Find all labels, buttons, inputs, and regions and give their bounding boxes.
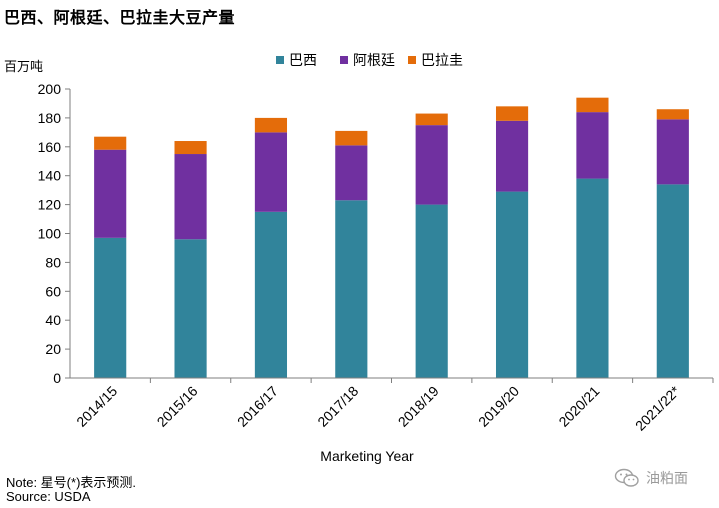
x-axis-label: Marketing Year bbox=[320, 448, 414, 464]
bar-segment bbox=[94, 237, 127, 378]
y-tick-label: 0 bbox=[53, 370, 61, 386]
x-tick-label: 2021/22* bbox=[632, 382, 683, 433]
y-tick-label: 120 bbox=[38, 197, 62, 213]
bar-segment bbox=[495, 191, 529, 378]
x-axis: 2014/15 2015/16 2016/17 2017/18 2018/19 2019/… bbox=[70, 377, 714, 434]
footnote: Note: 星号(*)表示预测. bbox=[6, 475, 137, 490]
bar-segment bbox=[335, 145, 368, 201]
bar-segment bbox=[335, 130, 368, 146]
bar-segment bbox=[254, 132, 288, 212]
bar-segment bbox=[495, 106, 529, 121]
legend-label: 巴西 bbox=[289, 53, 317, 69]
bars bbox=[94, 97, 689, 378]
legend-label: 阿根廷 bbox=[353, 53, 395, 69]
watermark-text: 油粕面 bbox=[646, 471, 688, 487]
bar-segment bbox=[174, 154, 207, 240]
bar-segment bbox=[174, 141, 207, 155]
y-tick-label: 140 bbox=[38, 168, 62, 184]
legend-swatch bbox=[340, 56, 348, 64]
chart-title: 巴西、阿根廷、巴拉圭大豆产量 bbox=[4, 8, 236, 27]
bar-segment bbox=[415, 125, 448, 205]
x-tick-label: 2019/20 bbox=[475, 383, 522, 430]
y-tick-label: 100 bbox=[38, 226, 62, 242]
legend-swatch bbox=[276, 56, 284, 64]
x-tick-label: 2020/21 bbox=[555, 383, 602, 430]
y-axis-label: 百万吨 bbox=[4, 60, 44, 75]
y-tick-label: 60 bbox=[45, 283, 61, 299]
y-tick-label: 200 bbox=[38, 81, 62, 97]
bar-segment bbox=[254, 117, 288, 133]
legend-swatch bbox=[408, 56, 416, 64]
bar-segment bbox=[94, 149, 127, 238]
bar-segment bbox=[254, 211, 288, 378]
y-tick-label: 80 bbox=[45, 254, 61, 270]
bar-segment bbox=[495, 120, 529, 192]
x-tick-label: 2017/18 bbox=[314, 383, 361, 430]
bar-segment bbox=[94, 136, 127, 150]
bar-segment bbox=[576, 178, 609, 378]
y-tick-label: 20 bbox=[45, 341, 61, 357]
legend: 巴西 阿根廷 巴拉圭 bbox=[276, 53, 463, 69]
x-tick-label: 2014/15 bbox=[73, 383, 120, 430]
bar-segment bbox=[415, 204, 448, 378]
watermark: 油粕面 bbox=[614, 468, 688, 488]
bar-segment bbox=[576, 97, 609, 113]
bar-segment bbox=[415, 113, 448, 126]
x-tick-label: 2015/16 bbox=[154, 383, 201, 430]
y-tick-label: 180 bbox=[38, 110, 62, 126]
y-tick-label: 40 bbox=[45, 312, 61, 328]
bar-segment bbox=[576, 112, 609, 179]
bar-segment bbox=[656, 184, 689, 378]
bar-segment bbox=[174, 239, 207, 378]
x-tick-label: 2018/19 bbox=[395, 383, 442, 430]
bar-segment bbox=[656, 119, 689, 185]
y-tick-label: 160 bbox=[38, 139, 62, 155]
bar-segment bbox=[335, 200, 368, 378]
wechat-icon bbox=[614, 468, 639, 487]
y-axis: 0 20 40 60 80 100 120 140 160 180 200 bbox=[38, 81, 71, 386]
legend-label: 巴拉圭 bbox=[421, 53, 463, 69]
bar-segment bbox=[656, 109, 689, 120]
x-tick-label: 2016/17 bbox=[234, 383, 281, 430]
source-note: Source: USDA bbox=[6, 489, 91, 504]
